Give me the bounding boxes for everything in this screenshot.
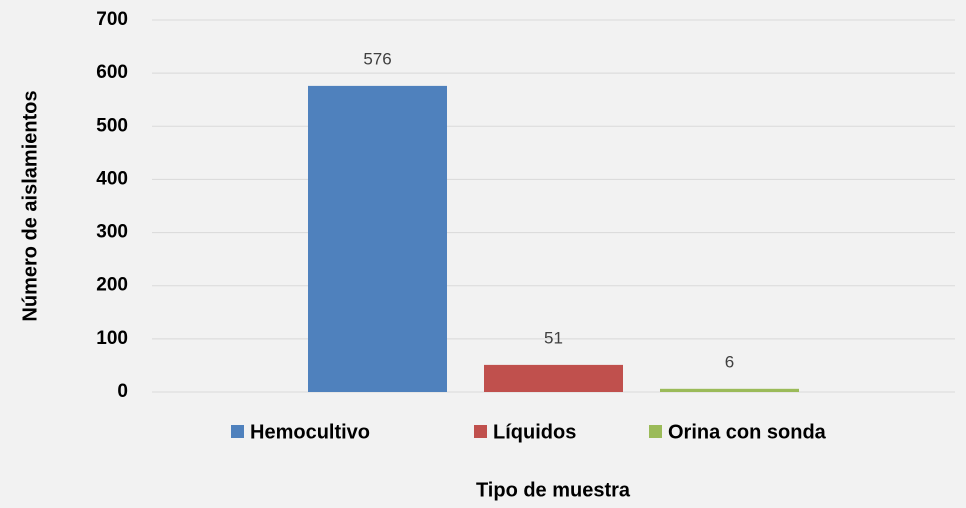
legend-swatch bbox=[649, 425, 662, 438]
y-tick-label: 400 bbox=[96, 168, 128, 189]
y-tick-label: 200 bbox=[96, 275, 128, 296]
legend-label: Orina con sonda bbox=[668, 421, 827, 443]
y-tick-label: 500 bbox=[96, 115, 128, 136]
value-label: 51 bbox=[544, 328, 563, 347]
y-tick-label: 0 bbox=[117, 381, 128, 402]
legend-swatch bbox=[231, 425, 244, 438]
legend-swatch bbox=[474, 425, 487, 438]
bar bbox=[660, 388, 799, 392]
y-tick-label: 100 bbox=[96, 328, 128, 349]
value-label: 576 bbox=[363, 49, 391, 68]
bar bbox=[484, 364, 623, 392]
y-tick-label: 700 bbox=[96, 9, 128, 30]
value-label: 6 bbox=[725, 352, 734, 371]
y-axis-title: Número de aislamientos bbox=[19, 90, 41, 321]
y-tick-label: 300 bbox=[96, 222, 128, 243]
legend-label: Hemocultivo bbox=[250, 421, 370, 443]
bar bbox=[308, 85, 447, 392]
x-axis-title: Tipo de muestra bbox=[476, 479, 631, 501]
y-tick-label: 600 bbox=[96, 62, 128, 83]
legend-label: Líquidos bbox=[493, 421, 576, 443]
